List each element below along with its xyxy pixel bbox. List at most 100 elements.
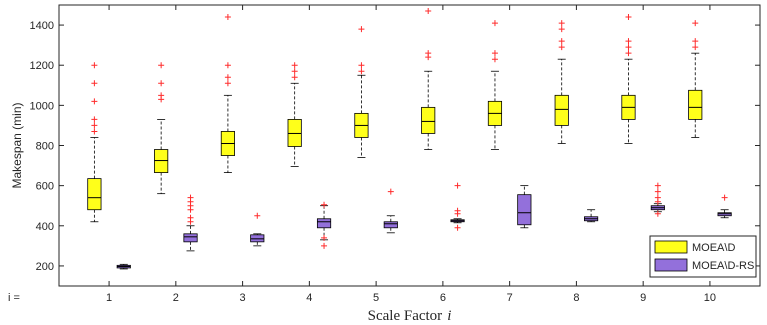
x-axis: 1 2 3 4 5 6 7 8 9 10 bbox=[106, 5, 716, 304]
outlier-marker bbox=[224, 62, 231, 69]
outlier-marker bbox=[625, 50, 632, 57]
y-tick-label: 800 bbox=[36, 141, 54, 153]
box-series-1-cat-9 bbox=[621, 14, 636, 144]
outlier-marker bbox=[224, 80, 231, 87]
outlier-marker bbox=[187, 194, 194, 201]
y-tick-label: 200 bbox=[36, 261, 54, 273]
outlier-marker bbox=[91, 98, 98, 105]
x-tick-label: 9 bbox=[640, 292, 646, 304]
box-series-2-cat-4 bbox=[316, 201, 332, 249]
box-iqr bbox=[183, 233, 198, 243]
outlier-marker bbox=[558, 26, 565, 33]
outlier-marker bbox=[558, 44, 565, 51]
outlier-marker bbox=[692, 44, 699, 51]
box-iqr bbox=[250, 234, 265, 243]
outlier-marker bbox=[158, 92, 165, 99]
y-tick-label: 1000 bbox=[30, 100, 54, 112]
outlier-marker bbox=[625, 38, 632, 45]
y-tick-label: 1200 bbox=[30, 60, 54, 72]
box-series-2-cat-6 bbox=[450, 182, 465, 231]
y-tick-label: 400 bbox=[36, 221, 54, 233]
outlier-marker bbox=[654, 210, 661, 217]
x-tick-label: 6 bbox=[440, 292, 446, 304]
box-iqr bbox=[517, 194, 532, 226]
legend: MOEA\D MOEA\D-RS bbox=[649, 235, 757, 278]
outlier-marker bbox=[425, 8, 432, 15]
box-iqr bbox=[316, 218, 332, 229]
outlier-marker bbox=[454, 224, 461, 231]
outlier-marker bbox=[358, 62, 365, 69]
outlier-marker bbox=[491, 56, 498, 63]
outlier-marker bbox=[358, 26, 365, 33]
x-axis-label-variable: i bbox=[447, 308, 451, 324]
outlier-marker bbox=[291, 74, 298, 81]
box-series-1-cat-10 bbox=[688, 20, 703, 138]
box-iqr bbox=[688, 89, 703, 120]
outlier-marker bbox=[454, 207, 461, 214]
x-tick-label: 1 bbox=[106, 292, 112, 304]
outlier-marker bbox=[625, 14, 632, 21]
outlier-marker bbox=[654, 194, 661, 201]
legend-swatch bbox=[654, 258, 688, 272]
box-series-1-cat-6 bbox=[421, 8, 436, 150]
outlier-marker bbox=[491, 50, 498, 57]
x-tick-label: 7 bbox=[507, 292, 513, 304]
outlier-marker bbox=[224, 14, 231, 21]
outlier-marker bbox=[387, 188, 394, 195]
outlier-marker bbox=[654, 182, 661, 189]
outlier-marker bbox=[91, 80, 98, 87]
x-tick-label: 2 bbox=[173, 292, 179, 304]
outlier-marker bbox=[454, 182, 461, 189]
outlier-marker bbox=[358, 68, 365, 75]
outlier-marker bbox=[321, 234, 328, 241]
outlier-marker bbox=[321, 201, 328, 208]
outlier-marker bbox=[158, 80, 165, 87]
box-series-1-cat-3 bbox=[220, 14, 235, 173]
y-tick-label: 1400 bbox=[30, 20, 54, 32]
outlier-marker bbox=[91, 128, 98, 135]
box-series-1-cat-2 bbox=[154, 62, 169, 195]
box-series-1-cat-5 bbox=[354, 26, 369, 158]
x-axis-label: Scale Factor i bbox=[368, 308, 452, 324]
outlier-marker bbox=[291, 62, 298, 69]
box-series-1-cat-8 bbox=[554, 20, 569, 144]
box-iqr bbox=[717, 212, 732, 217]
outlier-marker bbox=[654, 188, 661, 195]
outlier-marker bbox=[721, 194, 728, 201]
box-iqr bbox=[421, 106, 436, 134]
outlier-marker bbox=[321, 242, 328, 249]
outlier-marker bbox=[158, 62, 165, 69]
box-series-2-cat-9 bbox=[650, 182, 665, 217]
box-series-2-cat-7 bbox=[517, 185, 532, 229]
box-series-1-cat-7 bbox=[487, 20, 503, 150]
outlier-marker bbox=[692, 20, 699, 27]
x-tick-prefix: i = bbox=[8, 292, 20, 304]
y-tick-label: 600 bbox=[36, 181, 54, 193]
box-iqr bbox=[287, 119, 302, 147]
outlier-marker bbox=[558, 38, 565, 45]
outlier-marker bbox=[491, 20, 498, 27]
outlier-marker bbox=[224, 74, 231, 81]
outlier-marker bbox=[91, 122, 98, 129]
box-series-1-cat-1 bbox=[87, 62, 102, 223]
outlier-marker bbox=[91, 116, 98, 123]
box-series-2-cat-10 bbox=[717, 194, 732, 219]
legend-swatch bbox=[654, 240, 688, 254]
outlier-marker bbox=[91, 62, 98, 69]
legend-label: MOEA\D-RS bbox=[692, 260, 754, 272]
x-tick-label: 5 bbox=[373, 292, 379, 304]
legend-label: MOEA\D bbox=[692, 242, 735, 254]
box-series-2-cat-3 bbox=[250, 212, 265, 247]
y-axis: 200 400 600 800 1000 1200 1400 bbox=[30, 20, 760, 273]
outlier-marker bbox=[254, 212, 261, 219]
x-tick-label: 10 bbox=[704, 292, 716, 304]
box-iqr bbox=[87, 178, 102, 211]
box-series-2-cat-1 bbox=[116, 263, 131, 270]
box-series-1-cat-4 bbox=[287, 62, 302, 167]
plot-area bbox=[87, 8, 732, 270]
outlier-marker bbox=[425, 50, 432, 57]
x-axis-label-text: Scale Factor bbox=[368, 308, 443, 324]
outlier-marker bbox=[187, 214, 194, 221]
box-iqr bbox=[383, 221, 398, 229]
